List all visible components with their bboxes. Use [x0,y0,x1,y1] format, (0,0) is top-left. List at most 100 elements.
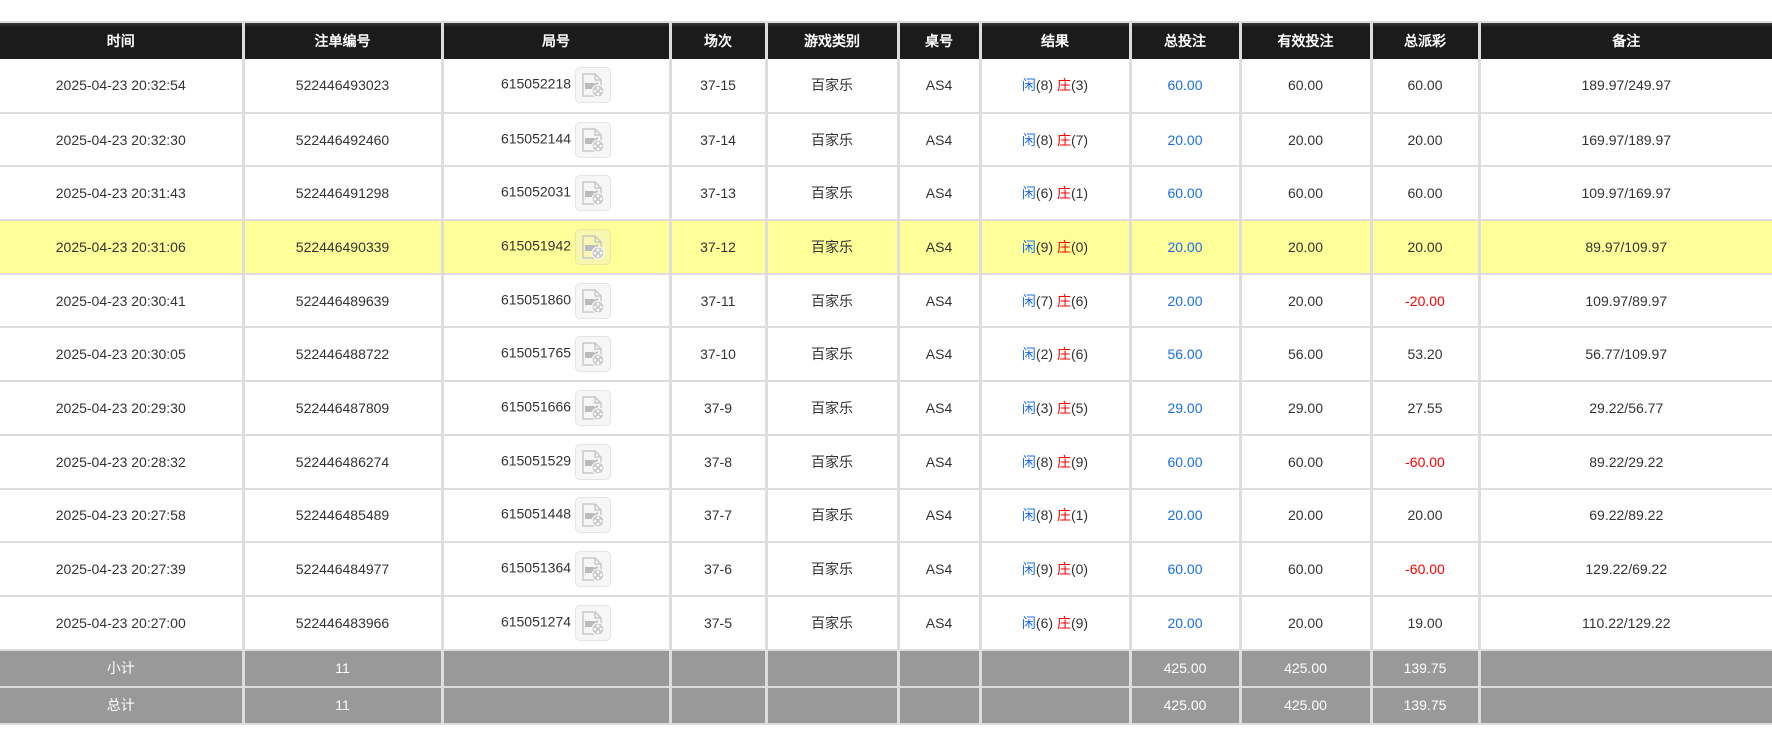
cell-bet-id: 522446485489 [241,488,444,544]
table-row[interactable]: 2025-04-23 20:29:30 522446487809 6150516… [0,381,1772,436]
table-row[interactable]: 2025-04-23 20:28:32 522446486274 6150515… [0,434,1772,490]
table-row[interactable]: 2025-04-23 20:27:39 522446484977 6150513… [0,542,1772,597]
player-label: 闲 [1021,238,1036,255]
banker-label: 庄 [1056,453,1071,470]
banker-label: 庄 [1056,507,1071,524]
cell-payout: 60.00 [1369,59,1481,114]
round-number: 615051448 [500,506,572,523]
cell-bet-id: 522446488722 [241,327,444,383]
cell-game-type: 百家乐 [764,220,900,275]
header-payout: 总派彩 [1369,21,1481,59]
banker-label: 庄 [1056,561,1071,578]
cell-note: 189.97/249.97 [1477,59,1772,114]
cell-table: AS4 [896,273,982,329]
header-result: 结果 [978,21,1132,59]
player-label: 闲 [1021,77,1036,94]
table-row[interactable]: 2025-04-23 20:32:30 522446492460 6150521… [0,112,1772,168]
round-number: 615052144 [500,130,572,147]
cell-session: 37-13 [668,166,768,222]
video-replay-icon[interactable] [575,228,612,265]
cell-result: 闲(2) 庄(6) [978,327,1132,383]
banker-score: (0) [1070,561,1089,578]
empty-cell [978,649,1132,688]
cell-round: 615052218 [440,59,672,114]
video-replay-icon[interactable] [575,67,612,104]
cell-note: 69.22/89.22 [1477,488,1772,544]
table-row[interactable]: 2025-04-23 20:27:58 522446485489 6150514… [0,488,1772,544]
cell-payout: 20.00 [1369,220,1481,275]
cell-time: 2025-04-23 20:29:30 [0,381,245,436]
subtotal-row: 小计 11 425.00 425.00 139.75 [0,649,1772,688]
cell-result: 闲(8) 庄(7) [978,112,1132,168]
empty-cell [764,649,900,688]
cell-session: 37-14 [668,112,768,168]
cell-round: 615051666 [440,381,672,436]
cell-session: 37-6 [668,542,768,597]
cell-payout: 20.00 [1369,112,1481,168]
cell-payout: -60.00 [1369,434,1481,490]
cell-result: 闲(8) 庄(9) [978,434,1132,490]
table-row[interactable]: 2025-04-23 20:27:00 522446483966 6150512… [0,595,1772,651]
cell-time: 2025-04-23 20:31:06 [0,220,245,275]
cell-time: 2025-04-23 20:30:05 [0,327,245,383]
cell-result: 闲(8) 庄(3) [978,59,1132,114]
table-row[interactable]: 2025-04-23 20:31:43 522446491298 6150520… [0,166,1772,222]
video-replay-icon[interactable] [575,121,612,158]
banker-score: (1) [1070,185,1089,202]
banker-label: 庄 [1056,292,1071,309]
table-row[interactable]: 2025-04-23 20:30:41 522446489639 6150518… [0,273,1772,329]
cell-table: AS4 [896,542,982,597]
header-table: 桌号 [896,21,982,59]
player-score: (3) [1035,399,1054,416]
summary-count: 11 [241,649,444,688]
cell-session: 37-15 [668,59,768,114]
cell-table: AS4 [896,327,982,383]
cell-note: 29.22/56.77 [1477,381,1772,436]
video-replay-icon[interactable] [575,604,612,641]
cell-result: 闲(6) 庄(9) [978,595,1132,651]
cell-table: AS4 [896,434,982,490]
cell-valid-bet: 20.00 [1238,488,1373,544]
banker-label: 庄 [1056,131,1071,148]
round-number: 615052031 [500,183,572,200]
video-replay-icon[interactable] [575,389,612,426]
video-replay-icon[interactable] [575,443,612,480]
empty-cell [668,686,768,725]
video-replay-icon[interactable] [575,282,612,319]
video-replay-icon[interactable] [575,551,612,588]
cell-note: 110.22/129.22 [1477,595,1772,651]
cell-bet-id: 522446492460 [241,112,444,168]
cell-table: AS4 [896,59,982,114]
table-row[interactable]: 2025-04-23 20:32:54 522446493023 6150522… [0,59,1772,114]
cell-bet-id: 522446484977 [241,542,444,597]
cell-payout: -20.00 [1369,273,1481,329]
video-replay-icon[interactable] [575,336,612,373]
video-replay-icon[interactable] [575,497,612,534]
player-score: (6) [1035,185,1054,202]
cell-round: 615051860 [440,273,672,329]
cell-total-bet: 29.00 [1128,381,1242,436]
video-replay-icon[interactable] [575,175,612,212]
banker-score: (0) [1070,238,1089,255]
table-row[interactable]: 2025-04-23 20:30:05 522446488722 6150517… [0,327,1772,383]
cell-result: 闲(8) 庄(1) [978,488,1132,544]
cell-note: 89.22/29.22 [1477,434,1772,490]
cell-payout: 60.00 [1369,166,1481,222]
cell-note: 109.97/169.97 [1477,166,1772,222]
table-row[interactable]: 2025-04-23 20:31:06 522446490339 6150519… [0,220,1772,275]
player-score: (9) [1035,561,1054,578]
cell-note: 56.77/109.97 [1477,327,1772,383]
cell-session: 37-9 [668,381,768,436]
player-label: 闲 [1021,346,1036,363]
empty-cell [668,649,768,688]
summary-payout: 139.75 [1369,686,1481,725]
cell-game-type: 百家乐 [764,381,900,436]
total-row: 总计 11 425.00 425.00 139.75 [0,686,1772,725]
header-bet-id: 注单编号 [241,21,444,59]
cell-session: 37-8 [668,434,768,490]
round-number: 615051274 [500,613,572,630]
player-score: (8) [1035,453,1054,470]
cell-time: 2025-04-23 20:30:41 [0,273,245,329]
header-session: 场次 [668,21,768,59]
banker-label: 庄 [1056,346,1071,363]
